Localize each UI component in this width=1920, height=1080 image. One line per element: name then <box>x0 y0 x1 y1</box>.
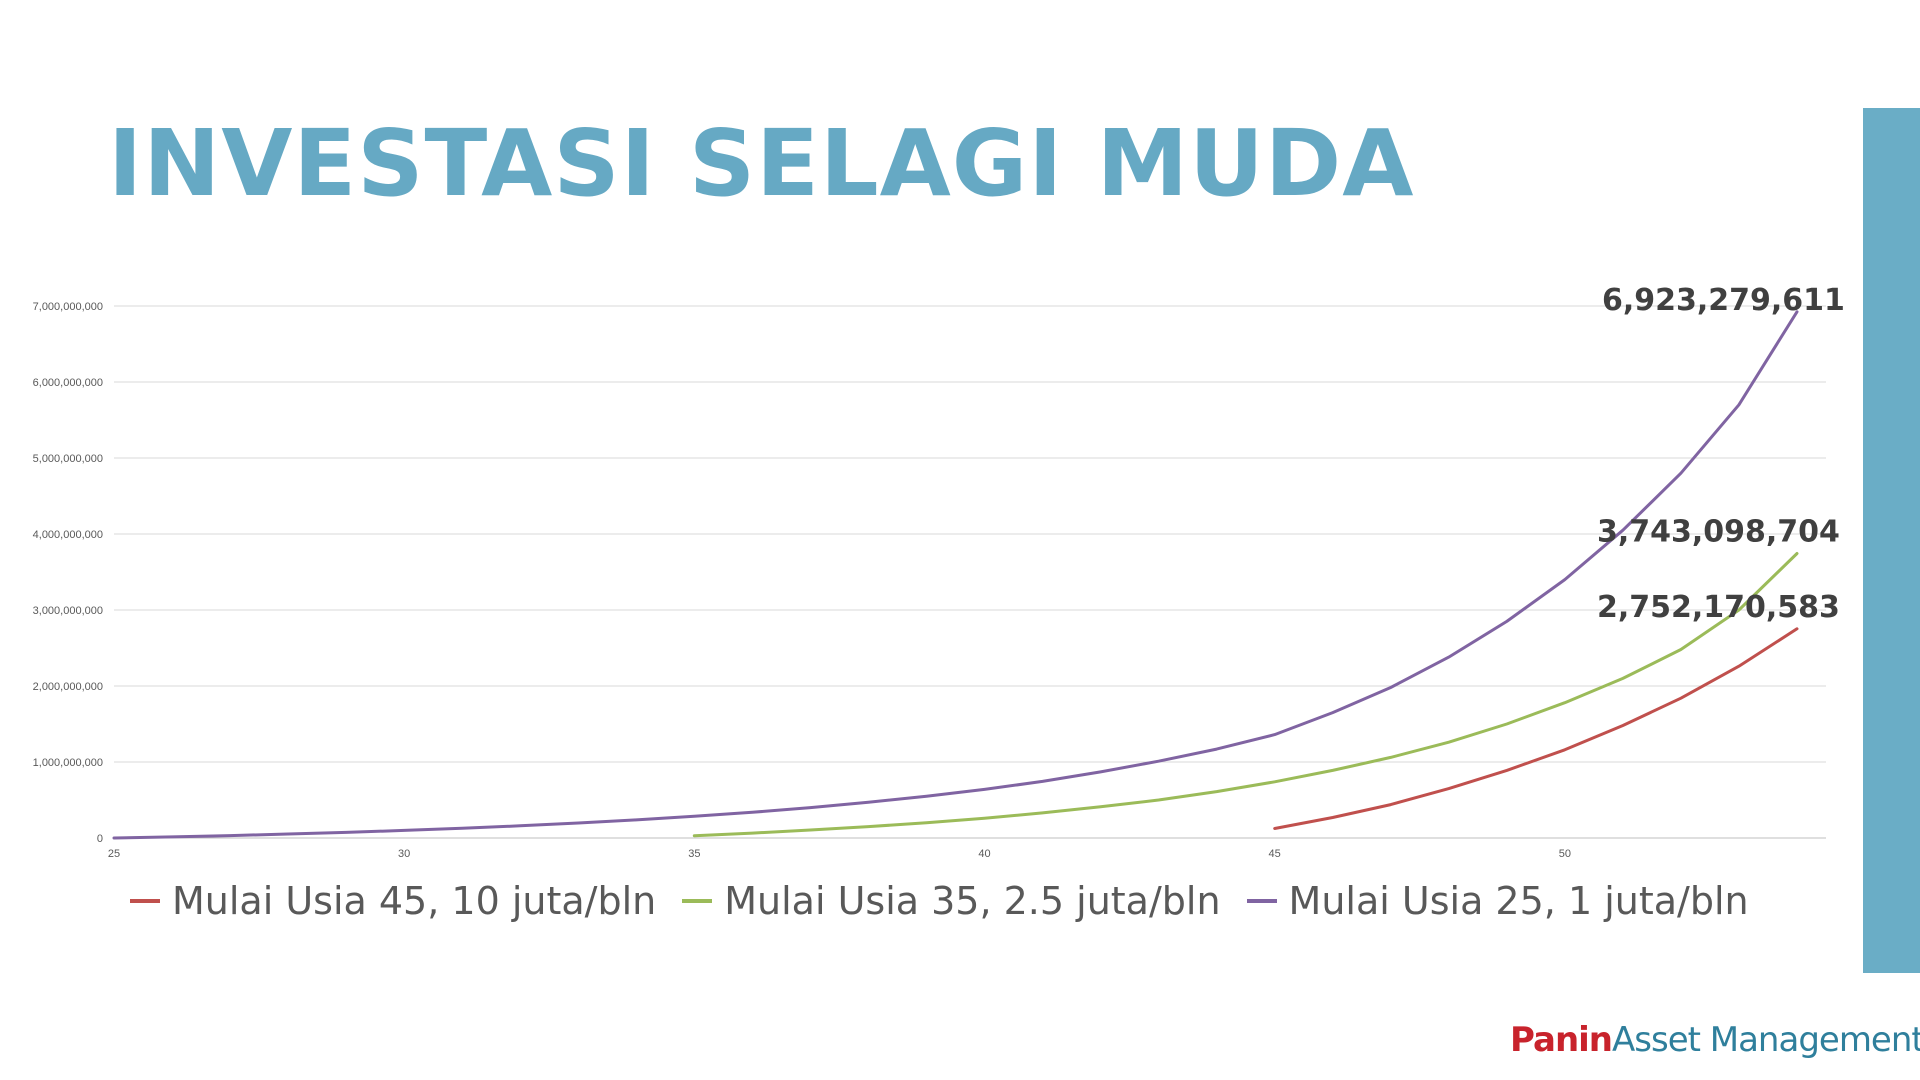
series-line <box>112 310 1799 840</box>
y-tick-label: 0 <box>97 833 103 845</box>
logo-text: Asset Management <box>1612 1020 1920 1060</box>
x-axis-ticks: 25 30 35 40 45 50 <box>108 848 1571 860</box>
x-tick-label: 25 <box>108 848 120 860</box>
x-tick-label: 45 <box>1269 848 1281 860</box>
end-labels: 2,752,170,583 3,743,098,704 6,923,279,611 <box>1597 283 1845 625</box>
y-tick-label: 2,000,000,000 <box>33 681 103 693</box>
y-tick-label: 4,000,000,000 <box>33 529 103 541</box>
data-label: 6,923,279,611 <box>1602 283 1845 318</box>
y-axis-ticks: 0 1,000,000,000 2,000,000,000 3,000,000,000… <box>33 301 103 845</box>
series-lines <box>112 310 1799 840</box>
series-line <box>1273 627 1799 830</box>
x-tick-label: 40 <box>978 848 990 860</box>
series-line <box>692 552 1799 838</box>
logo-brand: Panin <box>1510 1020 1613 1060</box>
data-label: 2,752,170,583 <box>1597 590 1840 625</box>
side-accent-bar <box>1863 108 1920 973</box>
data-label: 3,743,098,704 <box>1597 515 1840 550</box>
legend-swatch <box>682 899 713 903</box>
legend-label: Mulai Usia 45, 10 juta/bln <box>172 879 657 923</box>
gridlines <box>114 305 1826 839</box>
legend-swatch <box>1246 899 1277 903</box>
legend-item: Mulai Usia 45, 10 juta/bln <box>130 879 656 923</box>
x-tick-label: 35 <box>688 848 700 860</box>
legend-label: Mulai Usia 35, 2.5 juta/bln <box>724 879 1221 923</box>
company-logo: PaninAsset Management <box>1510 1023 1920 1057</box>
x-tick-label: 30 <box>398 848 410 860</box>
legend-swatch <box>130 899 160 903</box>
y-tick-label: 6,000,000,000 <box>33 377 103 389</box>
y-tick-label: 5,000,000,000 <box>33 453 103 465</box>
y-tick-label: 3,000,000,000 <box>33 605 103 617</box>
legend-item: Mulai Usia 35, 2.5 juta/bln <box>682 879 1221 923</box>
y-tick-label: 7,000,000,000 <box>33 301 103 313</box>
legend-label: Mulai Usia 25, 1 juta/bln <box>1288 879 1749 923</box>
chart-legend: Mulai Usia 45, 10 juta/bln Mulai Usia 35,… <box>130 876 1749 926</box>
x-tick-label: 50 <box>1559 848 1571 860</box>
slide-title: INVESTASI SELAGI MUDA <box>108 110 1415 217</box>
legend-item: Mulai Usia 25, 1 juta/bln <box>1246 879 1749 923</box>
y-tick-label: 1,000,000,000 <box>33 757 103 769</box>
